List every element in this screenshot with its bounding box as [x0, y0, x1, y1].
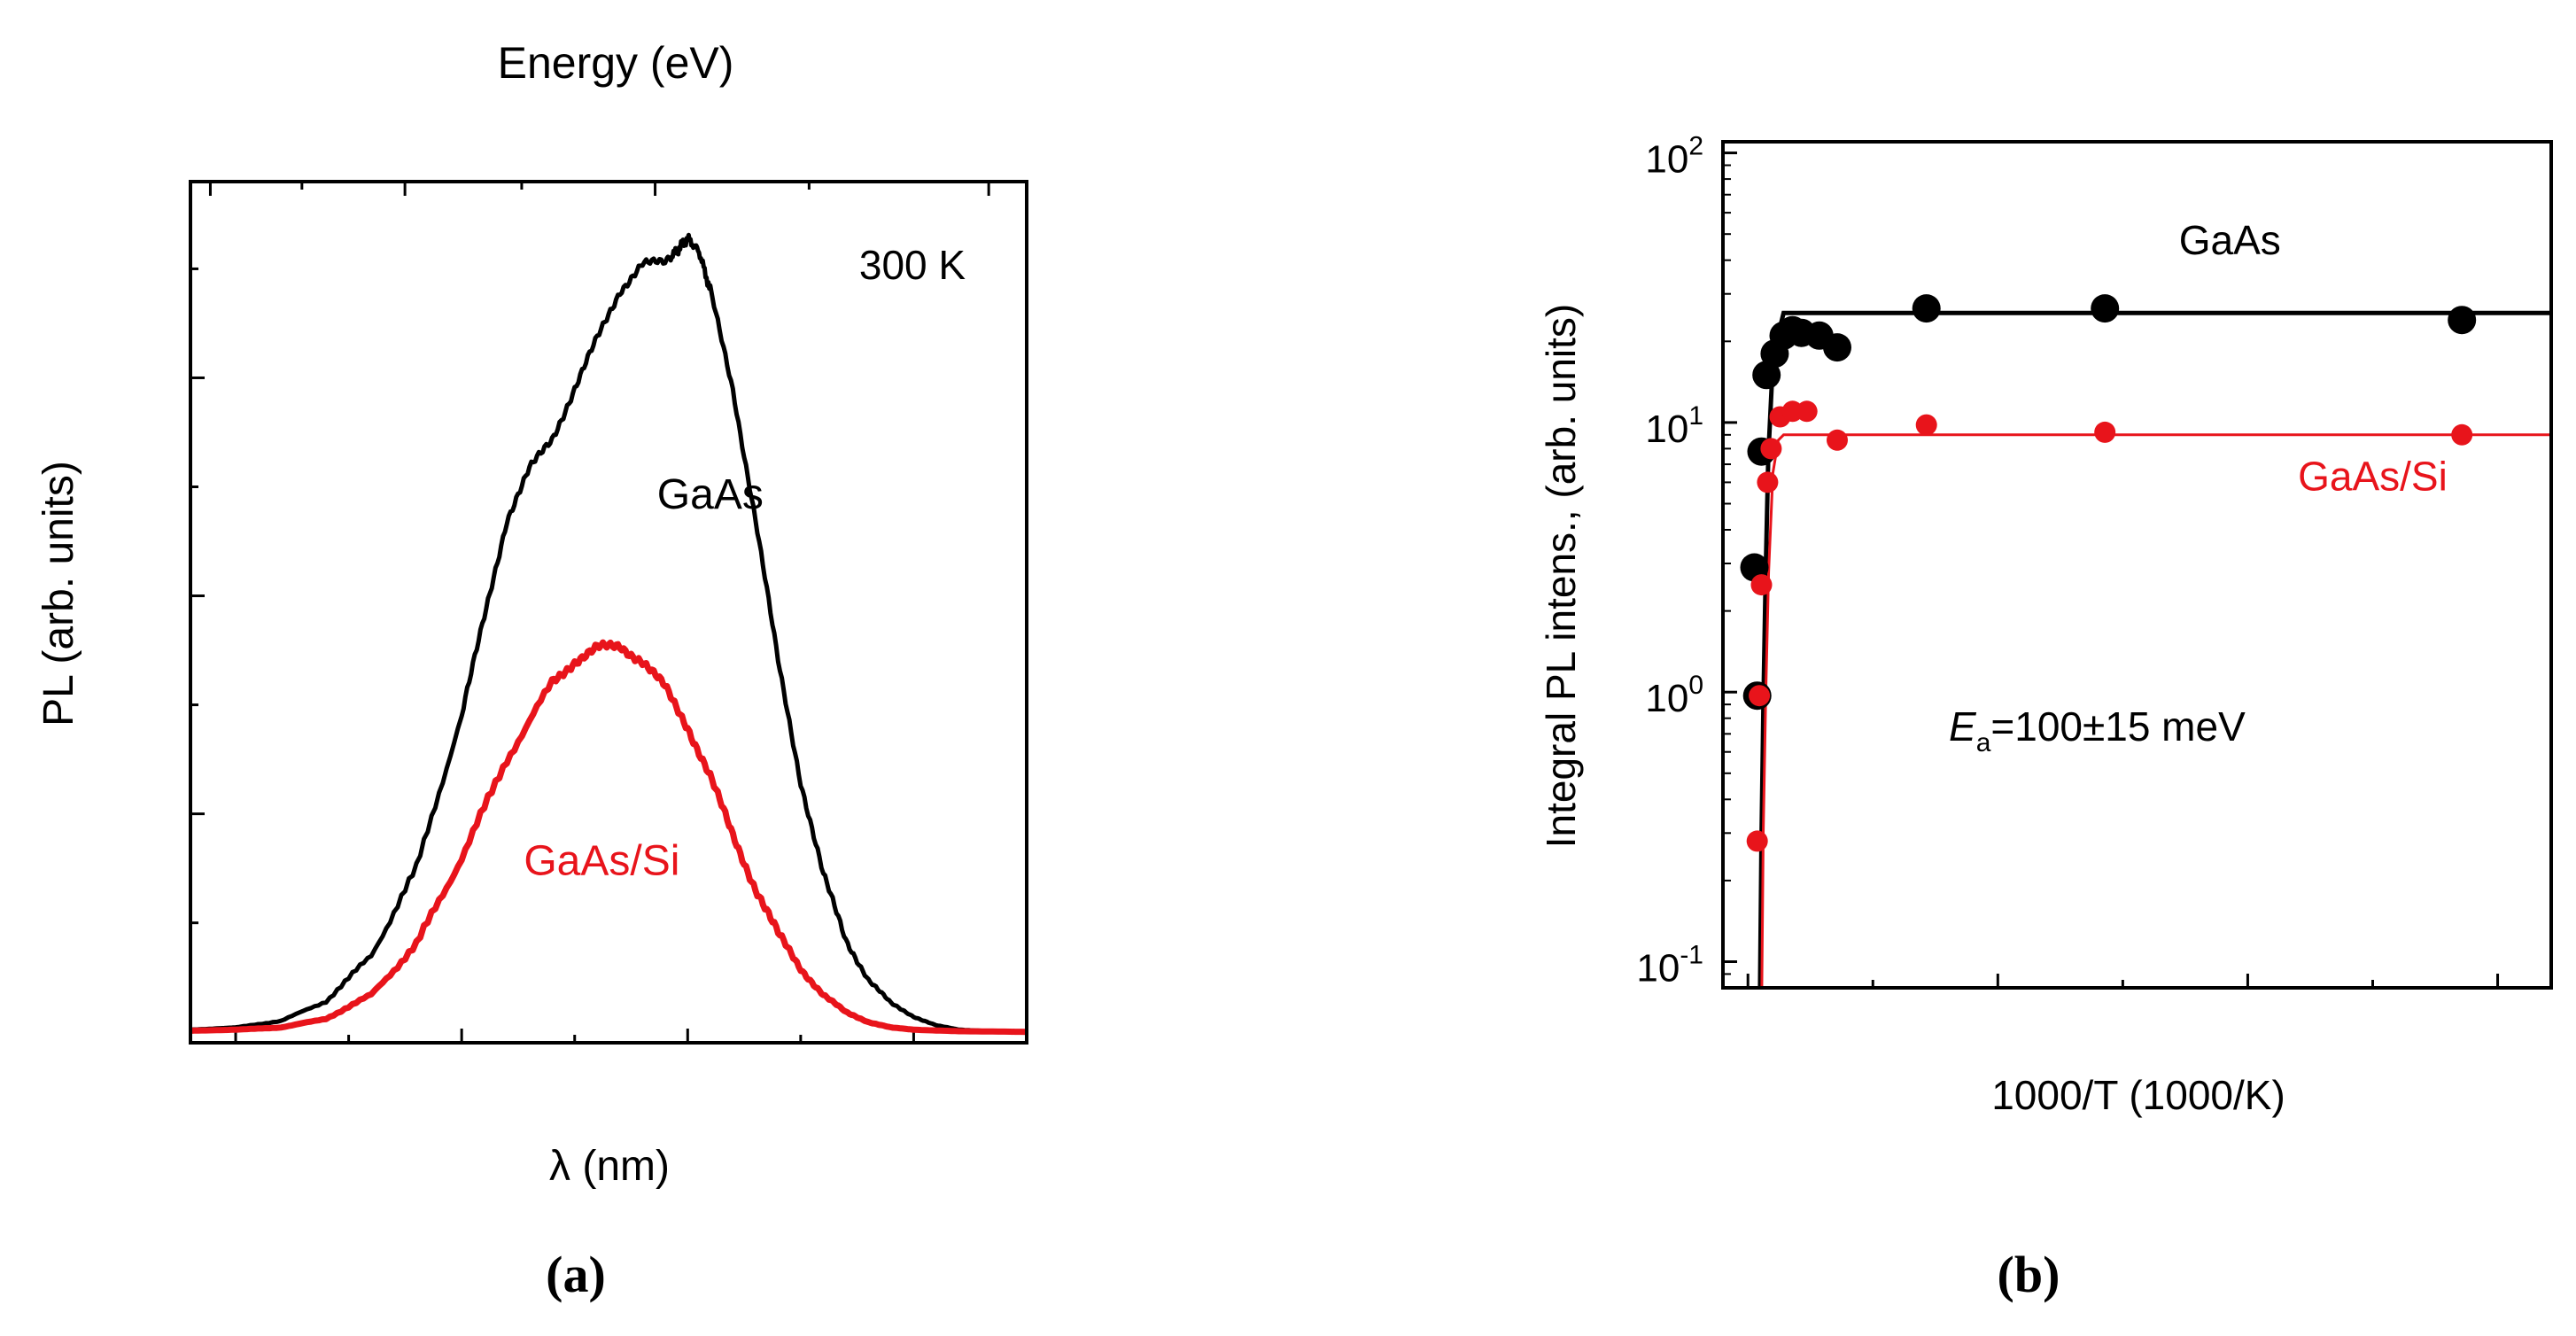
- panel-b-axis-ticks: [1723, 151, 2500, 988]
- panel-b-data-points: [1740, 294, 2477, 852]
- data-point-gaas-si: [1915, 414, 1937, 436]
- panel-b-ylabel: Integral PL intens., (arb. units): [1538, 304, 1584, 849]
- activation-energy-value: =100±15 meV: [1990, 703, 2246, 750]
- panel-a-plot-frame: [189, 180, 1028, 1045]
- curve-gaas: [190, 232, 1028, 1035]
- panel-b: Integral PL intens., (arb. units) 1000/T…: [1538, 132, 2553, 1303]
- b-y-tick-exponent-0: -1: [1680, 941, 1703, 970]
- b-y-tick-exponent-3: 2: [1688, 132, 1703, 161]
- data-point-gaas-si: [1749, 685, 1771, 707]
- b-y-tick-label-0: 10-1: [1636, 941, 1703, 990]
- data-point-gaas-si: [1757, 471, 1779, 493]
- b-y-tick-label-2: 101: [1645, 401, 1703, 451]
- panel-a-caption: (a): [546, 1246, 606, 1303]
- b-y-tick-exponent-2: 1: [1688, 401, 1703, 431]
- data-point-gaas-si: [1827, 429, 1848, 451]
- series-label-gaas-si-b: GaAs/Si: [2298, 454, 2448, 500]
- b-y-tick-label-3: 102: [1645, 132, 1703, 182]
- data-point-gaas: [2091, 294, 2120, 323]
- data-point-gaas-si: [2451, 423, 2473, 446]
- data-point-gaas-si: [1750, 574, 1773, 596]
- b-y-tick-label-1: 100: [1645, 671, 1703, 720]
- b-y-tick-base-2: 10: [1645, 408, 1688, 451]
- data-point-gaas-si: [1760, 438, 1782, 460]
- data-point-gaas: [1912, 294, 1941, 323]
- b-y-tick-exponent-1: 0: [1688, 671, 1703, 700]
- series-label-gaas-si-a: GaAs/Si: [524, 838, 679, 885]
- data-point-gaas: [2448, 306, 2477, 335]
- activation-energy-subscript: a: [1976, 728, 1991, 757]
- panel-a-curves: [190, 232, 1028, 1036]
- panel-a-temperature-label: 300 K: [859, 242, 966, 288]
- activation-energy-annotation: Ea=100±15 meV: [1949, 703, 2246, 757]
- series-label-gaas-a: GaAs: [657, 471, 764, 518]
- panel-b-xlabel: 1000/T (1000/K): [1991, 1072, 2285, 1118]
- b-y-tick-base-3: 10: [1645, 138, 1688, 182]
- activation-energy-symbol: E: [1949, 703, 1977, 750]
- fit-line-gaas-si: [1760, 433, 2551, 989]
- fit-line-gaas: [1757, 310, 2551, 989]
- b-y-tick-base-0: 10: [1636, 947, 1680, 990]
- b-y-tick-base-1: 10: [1645, 677, 1688, 720]
- panel-a-xlabel: λ (nm): [549, 1143, 670, 1190]
- panel-b-fit-lines: [1757, 310, 2551, 989]
- panel-a: Energy (eV) 300 K PL (arb. units) λ (nm)…: [35, 38, 1028, 1303]
- curve-gaas-si: [190, 639, 1028, 1036]
- panel-b-caption: (b): [1998, 1246, 2060, 1303]
- data-point-gaas-si: [1796, 400, 1818, 423]
- panel-a-top-axis-label: Energy (eV): [498, 38, 734, 88]
- data-point-gaas-si: [2094, 421, 2116, 443]
- data-point-gaas-si: [1746, 830, 1768, 852]
- panel-a-ylabel: PL (arb. units): [35, 461, 82, 726]
- data-point-gaas: [1823, 333, 1851, 362]
- panel-b-plot-frame: [1721, 140, 2553, 990]
- series-label-gaas-b: GaAs: [2179, 217, 2281, 263]
- data-point-gaas: [1752, 361, 1781, 390]
